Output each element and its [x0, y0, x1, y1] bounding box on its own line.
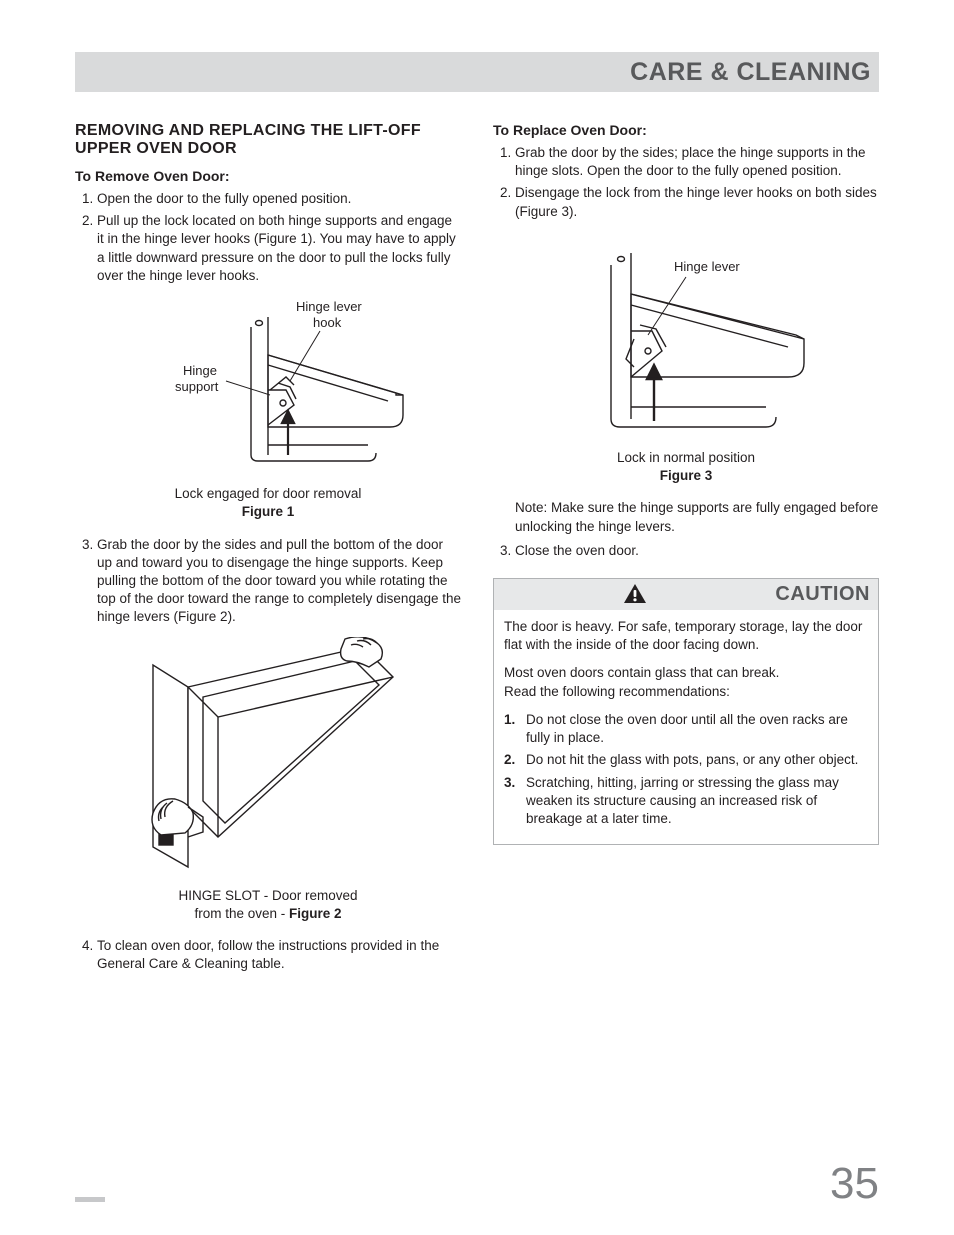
fig2-caption-a: HINGE SLOT - Door removed: [178, 888, 357, 903]
caution-p2: Most oven doors contain glass that can b…: [504, 664, 868, 700]
figure-3: Hinge lever Lock in normal position Figu…: [493, 239, 879, 485]
figure-2: HINGE SLOT - Door removed from the oven …: [75, 637, 461, 923]
remove-step: To clean oven door, follow the instructi…: [97, 937, 461, 973]
replace-steps-list: Grab the door by the sides; place the hi…: [493, 144, 879, 221]
replace-steps-list-2: Close the oven door.: [493, 542, 879, 560]
fig2-label: Figure 2: [289, 906, 342, 921]
remove-step: Open the door to the fully opened positi…: [97, 190, 461, 208]
caution-body: The door is heavy. For safe, temporary s…: [494, 610, 878, 844]
left-column: REMOVING AND REPLACING THE LIFT-OFF UPPE…: [75, 122, 461, 978]
remove-steps-list-3: To clean oven door, follow the instructi…: [75, 937, 461, 973]
caution-item: 3.Scratching, hitting, jarring or stress…: [504, 774, 868, 829]
page-header-title: CARE & CLEANING: [630, 58, 871, 87]
figure-2-caption: HINGE SLOT - Door removed from the oven …: [75, 887, 461, 923]
fig1-label-hook2: hook: [313, 315, 342, 330]
remove-steps-list-2: Grab the door by the sides and pull the …: [75, 536, 461, 627]
caution-item: 2.Do not hit the glass with pots, pans, …: [504, 751, 868, 769]
fig2-caption-b: from the oven -: [194, 906, 289, 921]
section-heading: REMOVING AND REPLACING THE LIFT-OFF UPPE…: [75, 122, 461, 158]
caution-title: CAUTION: [775, 583, 870, 606]
figure-2-svg: [133, 637, 403, 887]
caution-item: 1.Do not close the oven door until all t…: [504, 711, 868, 747]
figure-3-caption: Lock in normal position Figure 3: [493, 449, 879, 485]
fig1-caption-text: Lock engaged for door removal: [175, 486, 362, 501]
remove-subheading: To Remove Oven Door:: [75, 168, 461, 184]
remove-step: Pull up the lock located on both hinge s…: [97, 212, 461, 285]
note-text: Note: Make sure the hinge supports are f…: [515, 499, 879, 535]
caution-item-text: Do not close the oven door until all the…: [526, 711, 868, 747]
figure-1: Hinge support Hinge lever hook Lock enga…: [75, 295, 461, 521]
fig1-label: Figure 1: [242, 504, 295, 519]
replace-step: Disengage the lock from the hinge lever …: [515, 184, 879, 220]
figure-1-svg: Hinge support Hinge lever hook: [118, 295, 418, 485]
replace-subheading: To Replace Oven Door:: [493, 122, 879, 138]
fig1-label-hook: Hinge lever: [296, 299, 362, 314]
page-number: 35: [830, 1159, 879, 1209]
fig1-label-support: Hinge: [183, 363, 217, 378]
caution-p2b: Read the following recommendations:: [504, 684, 730, 699]
fig3-label-lever: Hinge lever: [674, 259, 740, 274]
footer-rule: [75, 1197, 105, 1202]
caution-item-text: Do not hit the glass with pots, pans, or…: [526, 751, 858, 769]
replace-step: Grab the door by the sides; place the hi…: [515, 144, 879, 180]
caution-list: 1.Do not close the oven door until all t…: [504, 711, 868, 828]
replace-step: Close the oven door.: [515, 542, 879, 560]
fig1-label-support2: support: [175, 379, 219, 394]
caution-item-text: Scratching, hitting, jarring or stressin…: [526, 774, 868, 829]
content-area: REMOVING AND REPLACING THE LIFT-OFF UPPE…: [75, 122, 879, 978]
figure-3-svg: Hinge lever: [556, 239, 816, 449]
remove-steps-list: Open the door to the fully opened positi…: [75, 190, 461, 285]
caution-p2a: Most oven doors contain glass that can b…: [504, 665, 779, 680]
header-band: CARE & CLEANING: [75, 52, 879, 92]
caution-p1: The door is heavy. For safe, temporary s…: [504, 618, 868, 654]
fig3-caption-text: Lock in normal position: [617, 450, 755, 465]
caution-icon: [623, 583, 647, 605]
fig3-label: Figure 3: [660, 468, 713, 483]
figure-1-caption: Lock engaged for door removal Figure 1: [75, 485, 461, 521]
caution-header: CAUTION: [494, 579, 878, 610]
remove-step: Grab the door by the sides and pull the …: [97, 536, 461, 627]
caution-box: CAUTION The door is heavy. For safe, tem…: [493, 578, 879, 845]
right-column: To Replace Oven Door: Grab the door by t…: [493, 122, 879, 978]
